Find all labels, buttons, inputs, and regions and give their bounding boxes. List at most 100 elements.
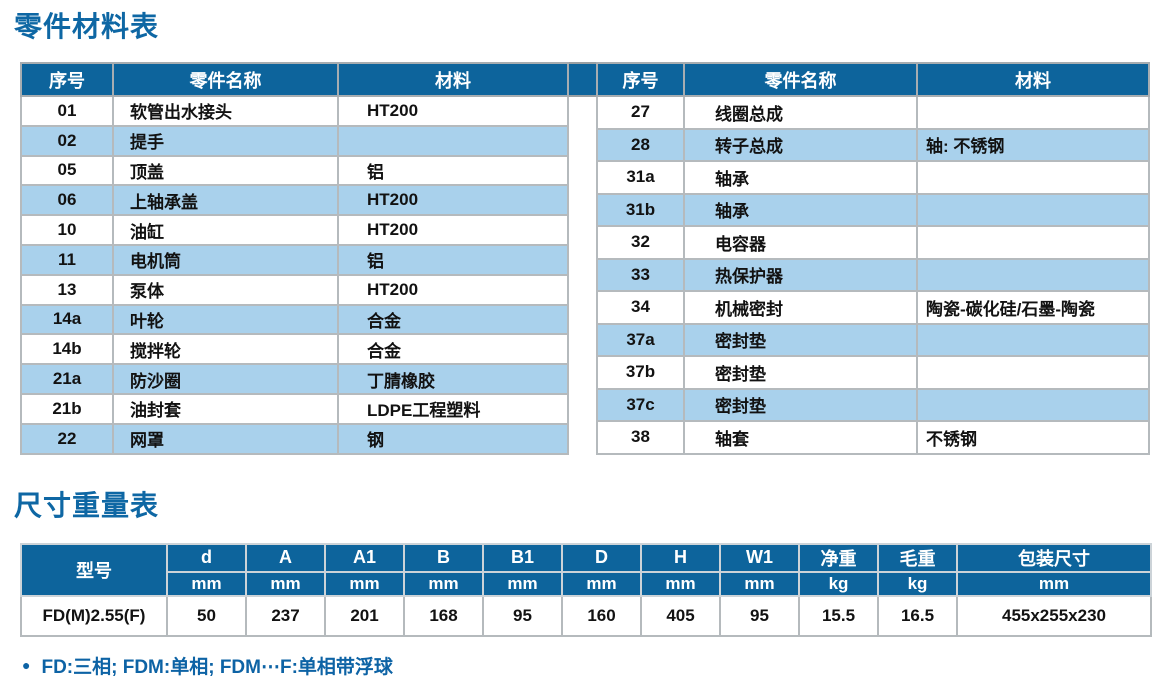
part-name-cell: 防沙圈 xyxy=(112,363,339,395)
part-name-cell: 电容器 xyxy=(683,225,918,260)
unit-cell: mm xyxy=(640,570,721,597)
col-header-name: 零件名称 xyxy=(112,62,339,97)
table-row: 13 泵体 HT200 xyxy=(20,273,569,306)
part-name-cell: 机械密封 xyxy=(683,290,918,325)
part-material-cell: 合金 xyxy=(337,303,569,336)
table-row: 32 电容器 xyxy=(596,225,1150,260)
part-name-cell: 电机筒 xyxy=(112,243,339,276)
part-no-cell: 21b xyxy=(20,392,114,425)
part-name-cell: 叶轮 xyxy=(112,303,339,336)
part-material-cell: HT200 xyxy=(337,214,569,246)
part-no-cell: 32 xyxy=(596,225,685,260)
col-header-no: 序号 xyxy=(20,62,114,97)
part-no-cell: 14b xyxy=(20,333,114,366)
col-header-a: A xyxy=(245,542,326,573)
parts-table-left: 序号 零件名称 材料 01 软管出水接头 HT200 02 提手 05 顶盖铝 06 上轴… xyxy=(20,62,569,455)
unit-cell: mm xyxy=(403,570,484,597)
table-row: 14b 搅拌轮 合金 xyxy=(20,333,569,366)
part-no-cell: 14a xyxy=(20,303,114,336)
part-name-cell: 软管出水接头 xyxy=(112,95,339,127)
model-cell: FD(M)2.55(F) xyxy=(20,594,168,637)
part-material-cell: 陶瓷-碳化硅/石墨-陶瓷 xyxy=(916,290,1150,325)
part-no-cell: 31b xyxy=(596,192,685,227)
col-header-net-weight: 净重 xyxy=(798,542,879,573)
col-header-b1: B1 xyxy=(482,542,563,573)
value-cell: 15.5 xyxy=(798,594,879,637)
part-material-cell: 丁腈橡胶 xyxy=(337,363,569,395)
part-no-cell: 11 xyxy=(20,243,114,276)
part-name-cell: 轴套 xyxy=(683,420,918,455)
table-header-row: 序号 零件名称 材料 xyxy=(596,62,1150,97)
value-cell: 50 xyxy=(166,594,247,637)
value-cell: 237 xyxy=(245,594,326,637)
unit-cell: mm xyxy=(719,570,800,597)
part-material-cell xyxy=(916,160,1150,195)
value-cell: 160 xyxy=(561,594,642,637)
part-no-cell: 33 xyxy=(596,257,685,292)
table-header-row: 序号 零件名称 材料 xyxy=(20,62,569,97)
table-row: 21b 油封套 LDPE工程塑料 xyxy=(20,392,569,425)
part-name-cell: 转子总成 xyxy=(683,127,918,162)
part-material-cell: HT200 xyxy=(337,273,569,306)
col-header-model: 型号 xyxy=(20,542,168,597)
part-no-cell: 37a xyxy=(596,322,685,357)
part-no-cell: 06 xyxy=(20,184,114,217)
table-row: 34 机械密封 陶瓷-碳化硅/石墨-陶瓷 xyxy=(596,290,1150,325)
part-no-cell: 05 xyxy=(20,154,114,187)
table-row: 37b 密封垫 xyxy=(596,355,1150,390)
table-header-row: 型号 d A A1 B B1 D H W1 净重 毛重 包装尺寸 xyxy=(20,542,1152,597)
col-header-material: 材料 xyxy=(337,62,569,97)
part-no-cell: 13 xyxy=(20,273,114,306)
table-row: 11 电机筒铝 xyxy=(20,243,569,276)
table-row: 33 热保护器 xyxy=(596,257,1150,292)
col-header-h: H xyxy=(640,542,721,573)
part-name-cell: 线圈总成 xyxy=(683,95,918,130)
col-header-w1: W1 xyxy=(719,542,800,573)
part-name-cell: 搅拌轮 xyxy=(112,333,339,366)
part-no-cell: 37b xyxy=(596,355,685,390)
value-cell: 455x255x230 xyxy=(956,594,1152,637)
parts-tables-container: 序号 零件名称 材料 01 软管出水接头 HT200 02 提手 05 顶盖铝 06 上轴… xyxy=(20,62,1155,455)
unit-cell: kg xyxy=(798,570,879,597)
col-header-package-size: 包装尺寸 xyxy=(956,542,1152,573)
col-header-name: 零件名称 xyxy=(683,62,918,97)
table-gap-spacer xyxy=(569,62,596,97)
part-name-cell: 热保护器 xyxy=(683,257,918,292)
table-row: 37a 密封垫 xyxy=(596,322,1150,357)
part-no-cell: 38 xyxy=(596,420,685,455)
part-material-cell: 不锈钢 xyxy=(916,420,1150,455)
parts-table-title: 零件材料表 xyxy=(14,11,160,42)
part-name-cell: 网罩 xyxy=(112,422,339,455)
part-name-cell: 油封套 xyxy=(112,392,339,425)
part-material-cell: 铝 xyxy=(337,154,569,187)
col-header-no: 序号 xyxy=(596,62,685,97)
part-no-cell: 34 xyxy=(596,290,685,325)
table-row: 22 网罩钢 xyxy=(20,422,569,455)
part-material-cell xyxy=(916,257,1150,292)
value-cell: 405 xyxy=(640,594,721,637)
unit-cell: mm xyxy=(245,570,326,597)
table-row: 05 顶盖铝 xyxy=(20,154,569,187)
part-no-cell: 01 xyxy=(20,95,114,127)
part-name-cell: 轴承 xyxy=(683,160,918,195)
value-cell: 95 xyxy=(719,594,800,637)
dimensions-weight-table: 型号 d A A1 B B1 D H W1 净重 毛重 包装尺寸 mm mm m… xyxy=(20,542,1152,637)
part-material-cell xyxy=(916,387,1150,422)
col-header-d: d xyxy=(166,542,247,573)
unit-cell: mm xyxy=(561,570,642,597)
unit-cell: mm xyxy=(166,570,247,597)
unit-cell: mm xyxy=(956,570,1152,597)
part-name-cell: 顶盖 xyxy=(112,154,339,187)
table-row: 27 线圈总成 xyxy=(596,95,1150,130)
unit-cell: kg xyxy=(877,570,958,597)
table-row: 01 软管出水接头 HT200 xyxy=(20,95,569,127)
part-material-cell xyxy=(916,192,1150,227)
table-row: 06 上轴承盖 HT200 xyxy=(20,184,569,217)
table-gap-header-block xyxy=(569,62,596,97)
bullet-icon: ● xyxy=(22,656,31,673)
table-row: 28 转子总成 轴: 不锈钢 xyxy=(596,127,1150,162)
part-name-cell: 提手 xyxy=(112,124,339,157)
part-name-cell: 密封垫 xyxy=(683,322,918,357)
col-header-gross-weight: 毛重 xyxy=(877,542,958,573)
part-no-cell: 22 xyxy=(20,422,114,455)
